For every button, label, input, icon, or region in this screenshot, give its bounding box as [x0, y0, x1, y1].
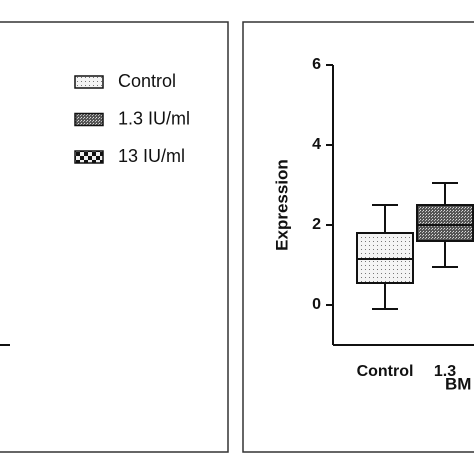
left-panel	[0, 21, 229, 453]
y-axis-label: Expression	[272, 159, 291, 251]
x-tick-label: 1.3	[434, 363, 456, 380]
y-tick-label: 6	[312, 56, 321, 73]
box	[416, 204, 474, 242]
x-tick-label: Control	[357, 363, 414, 380]
x-axis-label: BM	[445, 374, 471, 393]
legend-swatch	[74, 75, 104, 89]
legend-label: Control	[118, 71, 176, 91]
legend-label: 1.3 IU/ml	[118, 108, 190, 128]
y-tick-label: 0	[312, 296, 321, 313]
right-panel	[242, 21, 474, 453]
legend-swatch	[74, 150, 104, 164]
legend-label: 13 IU/ml	[118, 146, 185, 166]
legend-swatch	[74, 112, 104, 127]
y-tick-label: 2	[312, 216, 321, 233]
y-tick-label: 4	[312, 136, 321, 153]
